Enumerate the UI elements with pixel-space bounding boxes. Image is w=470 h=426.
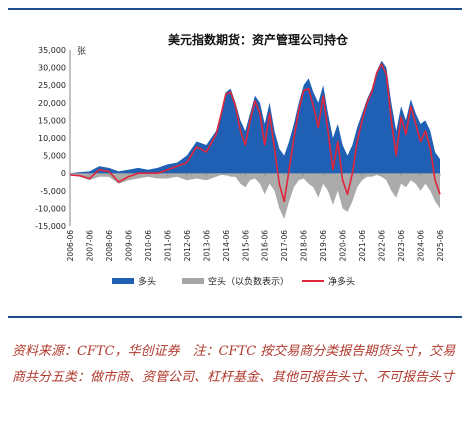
y-tick-label: 25,000 <box>38 81 66 90</box>
y-tick-label: 15,000 <box>38 116 66 125</box>
short-series-layer <box>70 173 440 219</box>
legend-swatch-short <box>182 278 204 284</box>
x-tick-label: 2025-06 <box>436 230 445 262</box>
net-series-layer <box>69 63 441 203</box>
long-series-area <box>70 60 440 174</box>
short-series-area <box>70 173 440 219</box>
x-tick-label: 2022-06 <box>378 230 387 262</box>
x-tick-label: 2014-06 <box>222 230 231 262</box>
axis-layer: 35,000 30,000 25,000 20,000 15,000 10,000 5,00… <box>35 46 445 261</box>
divider-rule <box>8 316 462 318</box>
legend-label: 空头（以负数表示） <box>208 276 289 288</box>
long-series-layer <box>70 60 440 174</box>
x-tick-label: 2015-06 <box>241 230 250 262</box>
x-tick-label: 2013-06 <box>202 230 211 262</box>
y-tick-label: 5,000 <box>43 152 66 161</box>
x-tick-label: 2018-06 <box>300 230 309 262</box>
y-tick-label: -10,000 <box>35 204 66 213</box>
x-tick-label: 2011-06 <box>163 230 172 262</box>
net-series-line <box>69 63 441 203</box>
x-tick-label: 2021-06 <box>358 230 367 262</box>
legend-label: 多头 <box>138 276 156 288</box>
x-tick-label: 2020-06 <box>339 230 348 262</box>
x-tick-label: 2017-06 <box>280 230 289 262</box>
x-tick-label: 2012-06 <box>183 230 192 262</box>
y-tick-label: 0 <box>61 169 66 178</box>
x-tick-label: 2024-06 <box>417 230 426 262</box>
x-tick-label: 2016-06 <box>261 230 270 262</box>
y-tick-label: 20,000 <box>38 99 66 108</box>
x-tick-label: 2019-06 <box>319 230 328 262</box>
y-tick-label: -5,000 <box>40 187 66 196</box>
legend-swatch-long <box>112 278 134 284</box>
y-tick-label: 35,000 <box>38 46 66 55</box>
chart-title: 美元指数期货：资产管理公司持仓 <box>168 32 349 47</box>
top-rule <box>8 8 462 10</box>
source-note: 资料来源：CFTC，华创证券 注：CFTC 按交易商分类报告期货头寸，交易商共分… <box>12 344 456 385</box>
legend: 多头 空头（以负数表示） 净多头 <box>112 276 355 288</box>
x-tick-label: 2023-06 <box>397 230 406 262</box>
y-tick-label: -15,000 <box>35 222 66 231</box>
x-tick-label: 2007-06 <box>85 230 94 262</box>
x-tick-label: 2010-06 <box>144 230 153 262</box>
x-tick-label: 2006-06 <box>66 230 75 262</box>
dollar-index-position-chart: 美元指数期货：资产管理公司持仓 张 35,000 30,000 25,000 20,0… <box>35 32 445 288</box>
x-tick-label: 2009-06 <box>124 230 133 262</box>
y-tick-label: 30,000 <box>38 64 66 73</box>
y-tick-label: 10,000 <box>38 134 66 143</box>
x-tick-label: 2008-06 <box>105 230 114 262</box>
legend-label: 净多头 <box>328 276 355 288</box>
unit-label: 张 <box>77 46 86 57</box>
